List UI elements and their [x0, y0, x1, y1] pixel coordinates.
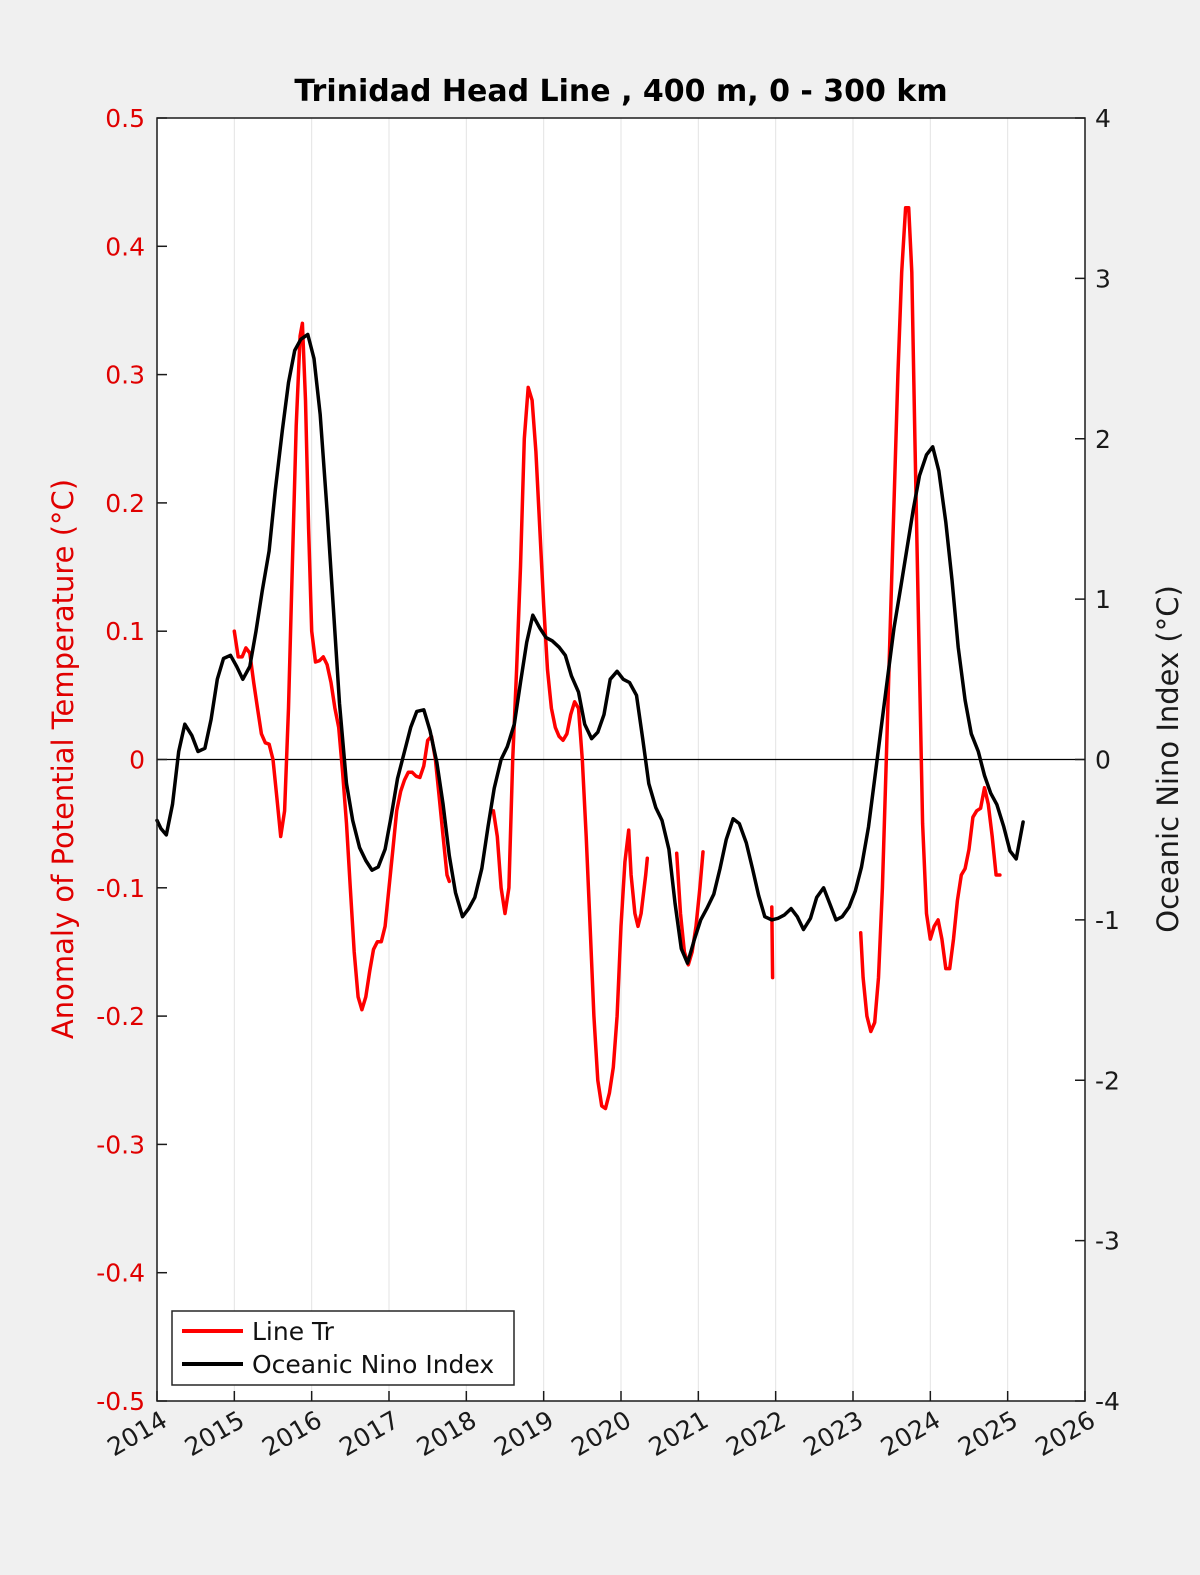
line-tr-segment-0 [232, 321, 452, 1012]
y-tick-label-left: 0.5 [105, 104, 145, 133]
line-tr-segment-3 [770, 905, 775, 980]
line-tr-segment-1 [491, 385, 650, 1111]
oni-segment-0 [155, 332, 1025, 965]
y-tick-label-right: 2 [1095, 425, 1111, 454]
y-tick-label-right: -4 [1095, 1387, 1120, 1416]
legend: Line Tr Oceanic Nino Index [171, 1310, 515, 1386]
y-tick-label-left: 0.4 [105, 232, 145, 261]
y-tick-label-left: 0 [129, 746, 145, 775]
y-tick-label-left: -0.4 [96, 1259, 145, 1288]
y-tick-label-right: -3 [1095, 1227, 1120, 1256]
y-tick-label-right: -1 [1095, 906, 1120, 935]
y-tick-label-right: 0 [1095, 746, 1111, 775]
y-tick-label-right: 4 [1095, 104, 1111, 133]
y-tick-label-right: 1 [1095, 585, 1111, 614]
y-tick-label-left: -0.2 [96, 1002, 145, 1031]
y-tick-label-left: 0.1 [105, 617, 145, 646]
y-tick-label-left: -0.1 [96, 874, 145, 903]
y-axis-label-right: Oceanic Nino Index (°C) [1151, 585, 1185, 933]
y-tick-label-left: -0.3 [96, 1130, 145, 1159]
legend-box [171, 1310, 515, 1386]
line-tr-segment-4 [858, 206, 1002, 1034]
series-group [155, 206, 1025, 1111]
y-tick-label-left: 0.3 [105, 361, 145, 390]
legend-label-oni: Oceanic Nino Index [252, 1350, 494, 1379]
legend-label-line-tr: Line Tr [252, 1317, 335, 1346]
y-axis-label-left: Anomaly of Potential Temperature (°C) [46, 479, 80, 1039]
y-tick-label-left: -0.5 [96, 1387, 145, 1416]
y-tick-label-right: -2 [1095, 1066, 1120, 1095]
y-tick-label-right: 3 [1095, 264, 1111, 293]
y-tick-label-left: 0.2 [105, 489, 145, 518]
chart-title: Trinidad Head Line , 400 m, 0 - 300 km [294, 74, 947, 109]
